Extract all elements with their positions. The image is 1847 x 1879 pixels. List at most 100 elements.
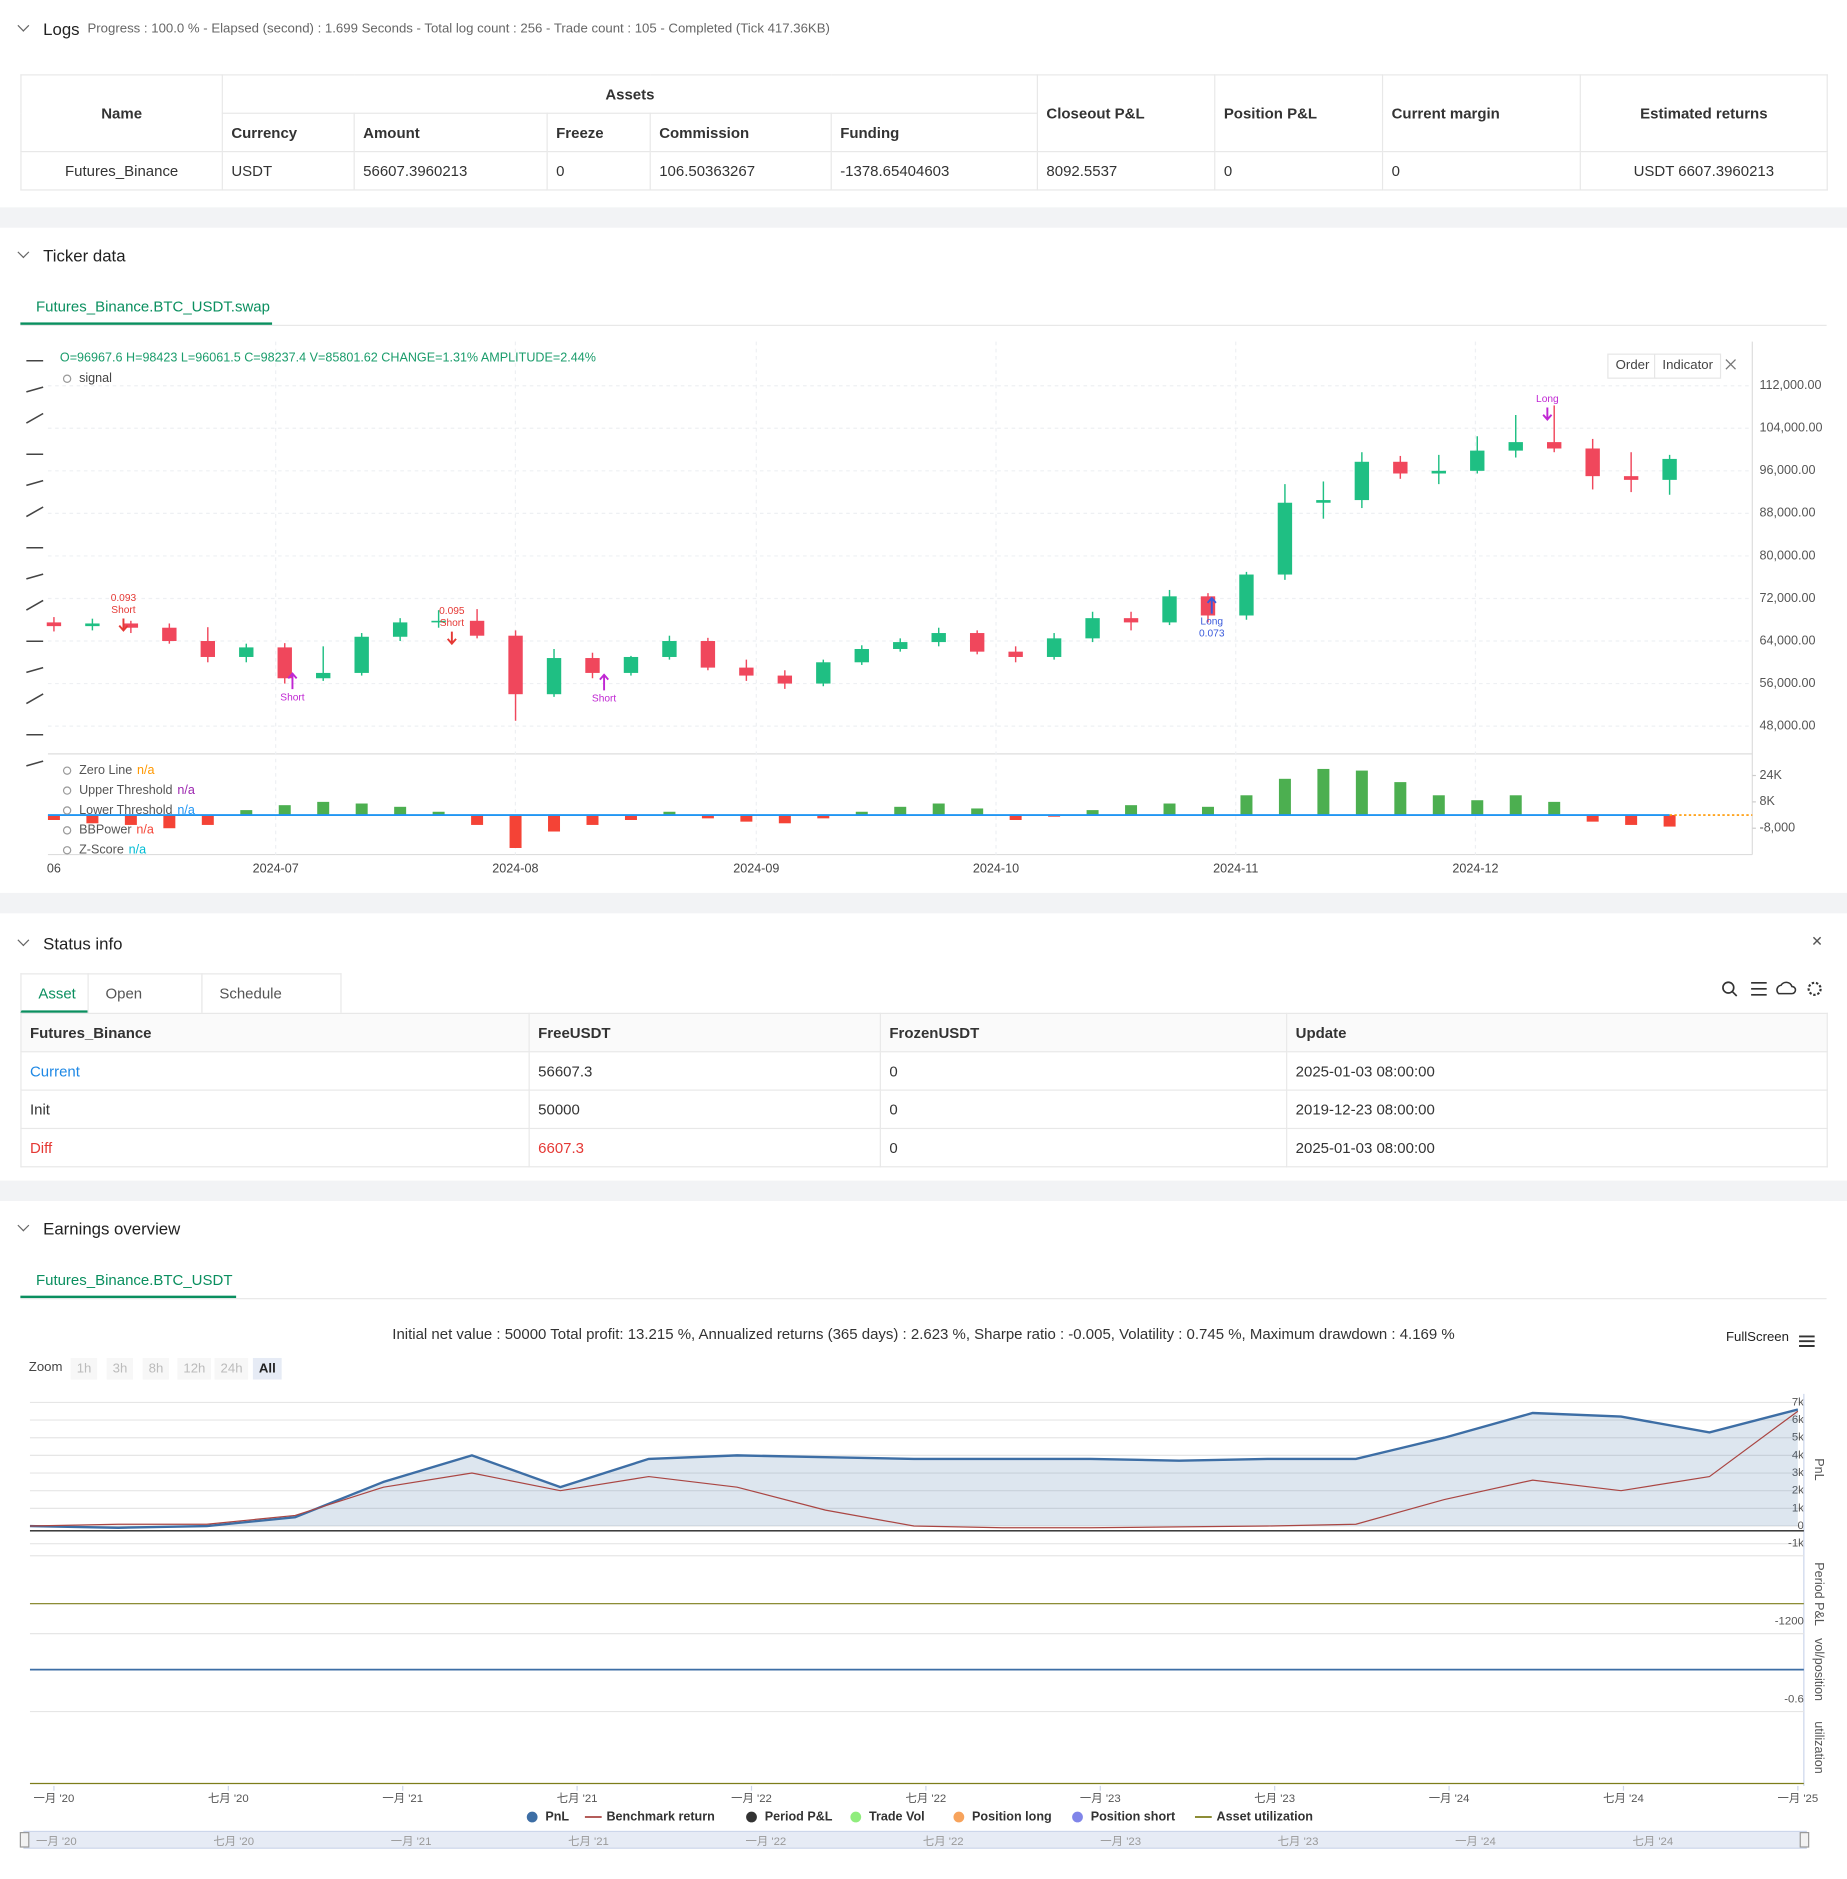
header-cell: Name	[20, 74, 223, 153]
candle-body	[854, 648, 869, 663]
header-group: Assets	[221, 74, 1039, 114]
legend-label[interactable]: Asset utilization	[1217, 1809, 1313, 1823]
y-tick-label: 64,000.00	[1760, 633, 1816, 647]
zoom-button[interactable]: 24h	[214, 1357, 249, 1380]
axis-title: utilization	[1812, 1721, 1826, 1773]
performance-summary: Initial net value : 50000 Total profit: …	[392, 1325, 1455, 1343]
legend-value: n/a	[177, 803, 195, 817]
y-tick-label: -0.6	[1784, 1694, 1804, 1706]
zoom-button[interactable]: 12h	[177, 1357, 212, 1380]
legend-label[interactable]: Position long	[972, 1809, 1052, 1823]
navigator[interactable]	[23, 1830, 1807, 1849]
legend-value: n/a	[136, 823, 154, 837]
indicator-bar	[971, 808, 984, 816]
fullscreen-button[interactable]: FullScreen	[1725, 1330, 1789, 1345]
zoom-button[interactable]: 8h	[142, 1357, 170, 1380]
y-tick-label: 24K	[1760, 768, 1783, 782]
signal-amount: 0.093	[111, 593, 137, 604]
indicator-bar	[355, 803, 368, 816]
header-cell: FrozenUSDT	[879, 1012, 1288, 1053]
indicator-bar	[855, 811, 868, 816]
header-row: Futures_Binance FreeUSDT FrozenUSDT Update	[20, 1012, 1828, 1053]
signal-label: Short	[440, 618, 464, 629]
cell: 106.50363267	[649, 151, 832, 191]
y-tick-label: -8,000	[1760, 821, 1796, 835]
cell: -1378.65404603	[830, 151, 1039, 191]
tab[interactable]: Futures_Binance.BTC_USDT	[20, 1259, 237, 1299]
tool-icon	[26, 573, 44, 580]
candle-body	[546, 658, 562, 695]
cell: Futures_Binance	[20, 151, 223, 191]
legend-label[interactable]: PnL	[545, 1809, 569, 1823]
ohlc-summary: O=96967.6 H=98423 L=96061.5 C=98237.4 V=…	[60, 351, 596, 365]
indicator-bar	[47, 815, 60, 820]
x-tick-label: 2024-09	[733, 861, 779, 875]
legend-label[interactable]: Benchmark return	[606, 1809, 714, 1823]
zoom-button[interactable]: 1h	[70, 1357, 98, 1380]
zoom-button[interactable]: 3h	[106, 1357, 134, 1380]
indicator-bar	[201, 815, 214, 825]
indicator-bar	[1509, 795, 1522, 816]
cell: 0	[1214, 151, 1384, 191]
signal-label: Short	[280, 692, 304, 703]
indicator-bar	[432, 811, 445, 816]
indicator-bar	[240, 810, 253, 816]
indicator-bar	[586, 815, 599, 825]
navigator-handle[interactable]	[1799, 1832, 1810, 1848]
candle-body	[1123, 618, 1139, 623]
row: Futures_Binance USDT 56607.3960213 0 106.503…	[20, 151, 1828, 191]
tool-icon	[26, 760, 44, 767]
navigator-label: 七月 '21	[568, 1835, 609, 1848]
indicator-bar	[817, 815, 830, 819]
y-tick-label: 112,000.00	[1760, 378, 1822, 392]
legend-label[interactable]: Period P&L	[765, 1809, 833, 1823]
tool-icon	[26, 479, 44, 487]
separator	[0, 207, 1847, 228]
y-tick-label: 72,000.00	[1760, 591, 1816, 605]
eye-icon	[62, 846, 72, 855]
section-title: Ticker data	[43, 245, 126, 265]
navigator-handle[interactable]	[19, 1832, 30, 1848]
indicator-bar	[394, 806, 407, 816]
tab-line	[20, 324, 1827, 327]
order-button[interactable]: Order	[1607, 353, 1658, 379]
tab[interactable]: Futures_Binance.BTC_USDT.swap	[20, 286, 273, 325]
y-tick-label: 96,000.00	[1760, 463, 1816, 477]
candle-body	[1085, 618, 1100, 639]
row: Current 56607.3 0 2025-01-03 08:00:00	[20, 1051, 1828, 1091]
zoom-label: Zoom	[28, 1360, 63, 1375]
candle-body	[777, 675, 793, 684]
indicator-bar	[278, 805, 291, 816]
indicator-button[interactable]: Indicator	[1654, 353, 1722, 379]
cell: 0	[879, 1089, 1288, 1130]
candle-body	[1162, 596, 1177, 623]
candle-body	[46, 622, 62, 627]
navigator-label: 七月 '22	[923, 1835, 964, 1848]
legend-value: n/a	[137, 763, 155, 777]
zoom-button[interactable]: All	[252, 1357, 282, 1380]
cell: 56607.3960213	[353, 151, 548, 191]
tab[interactable]: Asset	[20, 973, 89, 1013]
legend-symbol	[1072, 1811, 1083, 1823]
fullscreen-icon	[1725, 359, 1736, 370]
x-tick-label: 一月 '22	[731, 1793, 772, 1805]
x-tick-label: 2024-07	[253, 861, 299, 875]
header-row: Name Assets Closeout P&L Position P&L Curren…	[20, 74, 1828, 153]
candle-body	[700, 641, 716, 668]
x-tick-label: 2024-08	[492, 861, 538, 875]
legend-symbol	[526, 1811, 538, 1823]
cell: 56607.3	[528, 1051, 881, 1091]
cell: 0	[879, 1127, 1288, 1168]
legend-label[interactable]: Position short	[1091, 1809, 1176, 1823]
candle-body	[316, 672, 331, 679]
signal-label: Long	[1200, 617, 1223, 628]
legend-label[interactable]: Trade Vol	[869, 1809, 925, 1823]
candle-body	[816, 662, 831, 684]
x-tick-label: 七月 '21	[557, 1792, 598, 1805]
search-icon[interactable]	[1722, 981, 1735, 994]
candle-body	[1046, 638, 1062, 657]
indicator-bar	[471, 815, 484, 825]
tab[interactable]: Schedule orders	[201, 973, 342, 1042]
tab[interactable]: Open orders	[87, 973, 203, 1042]
